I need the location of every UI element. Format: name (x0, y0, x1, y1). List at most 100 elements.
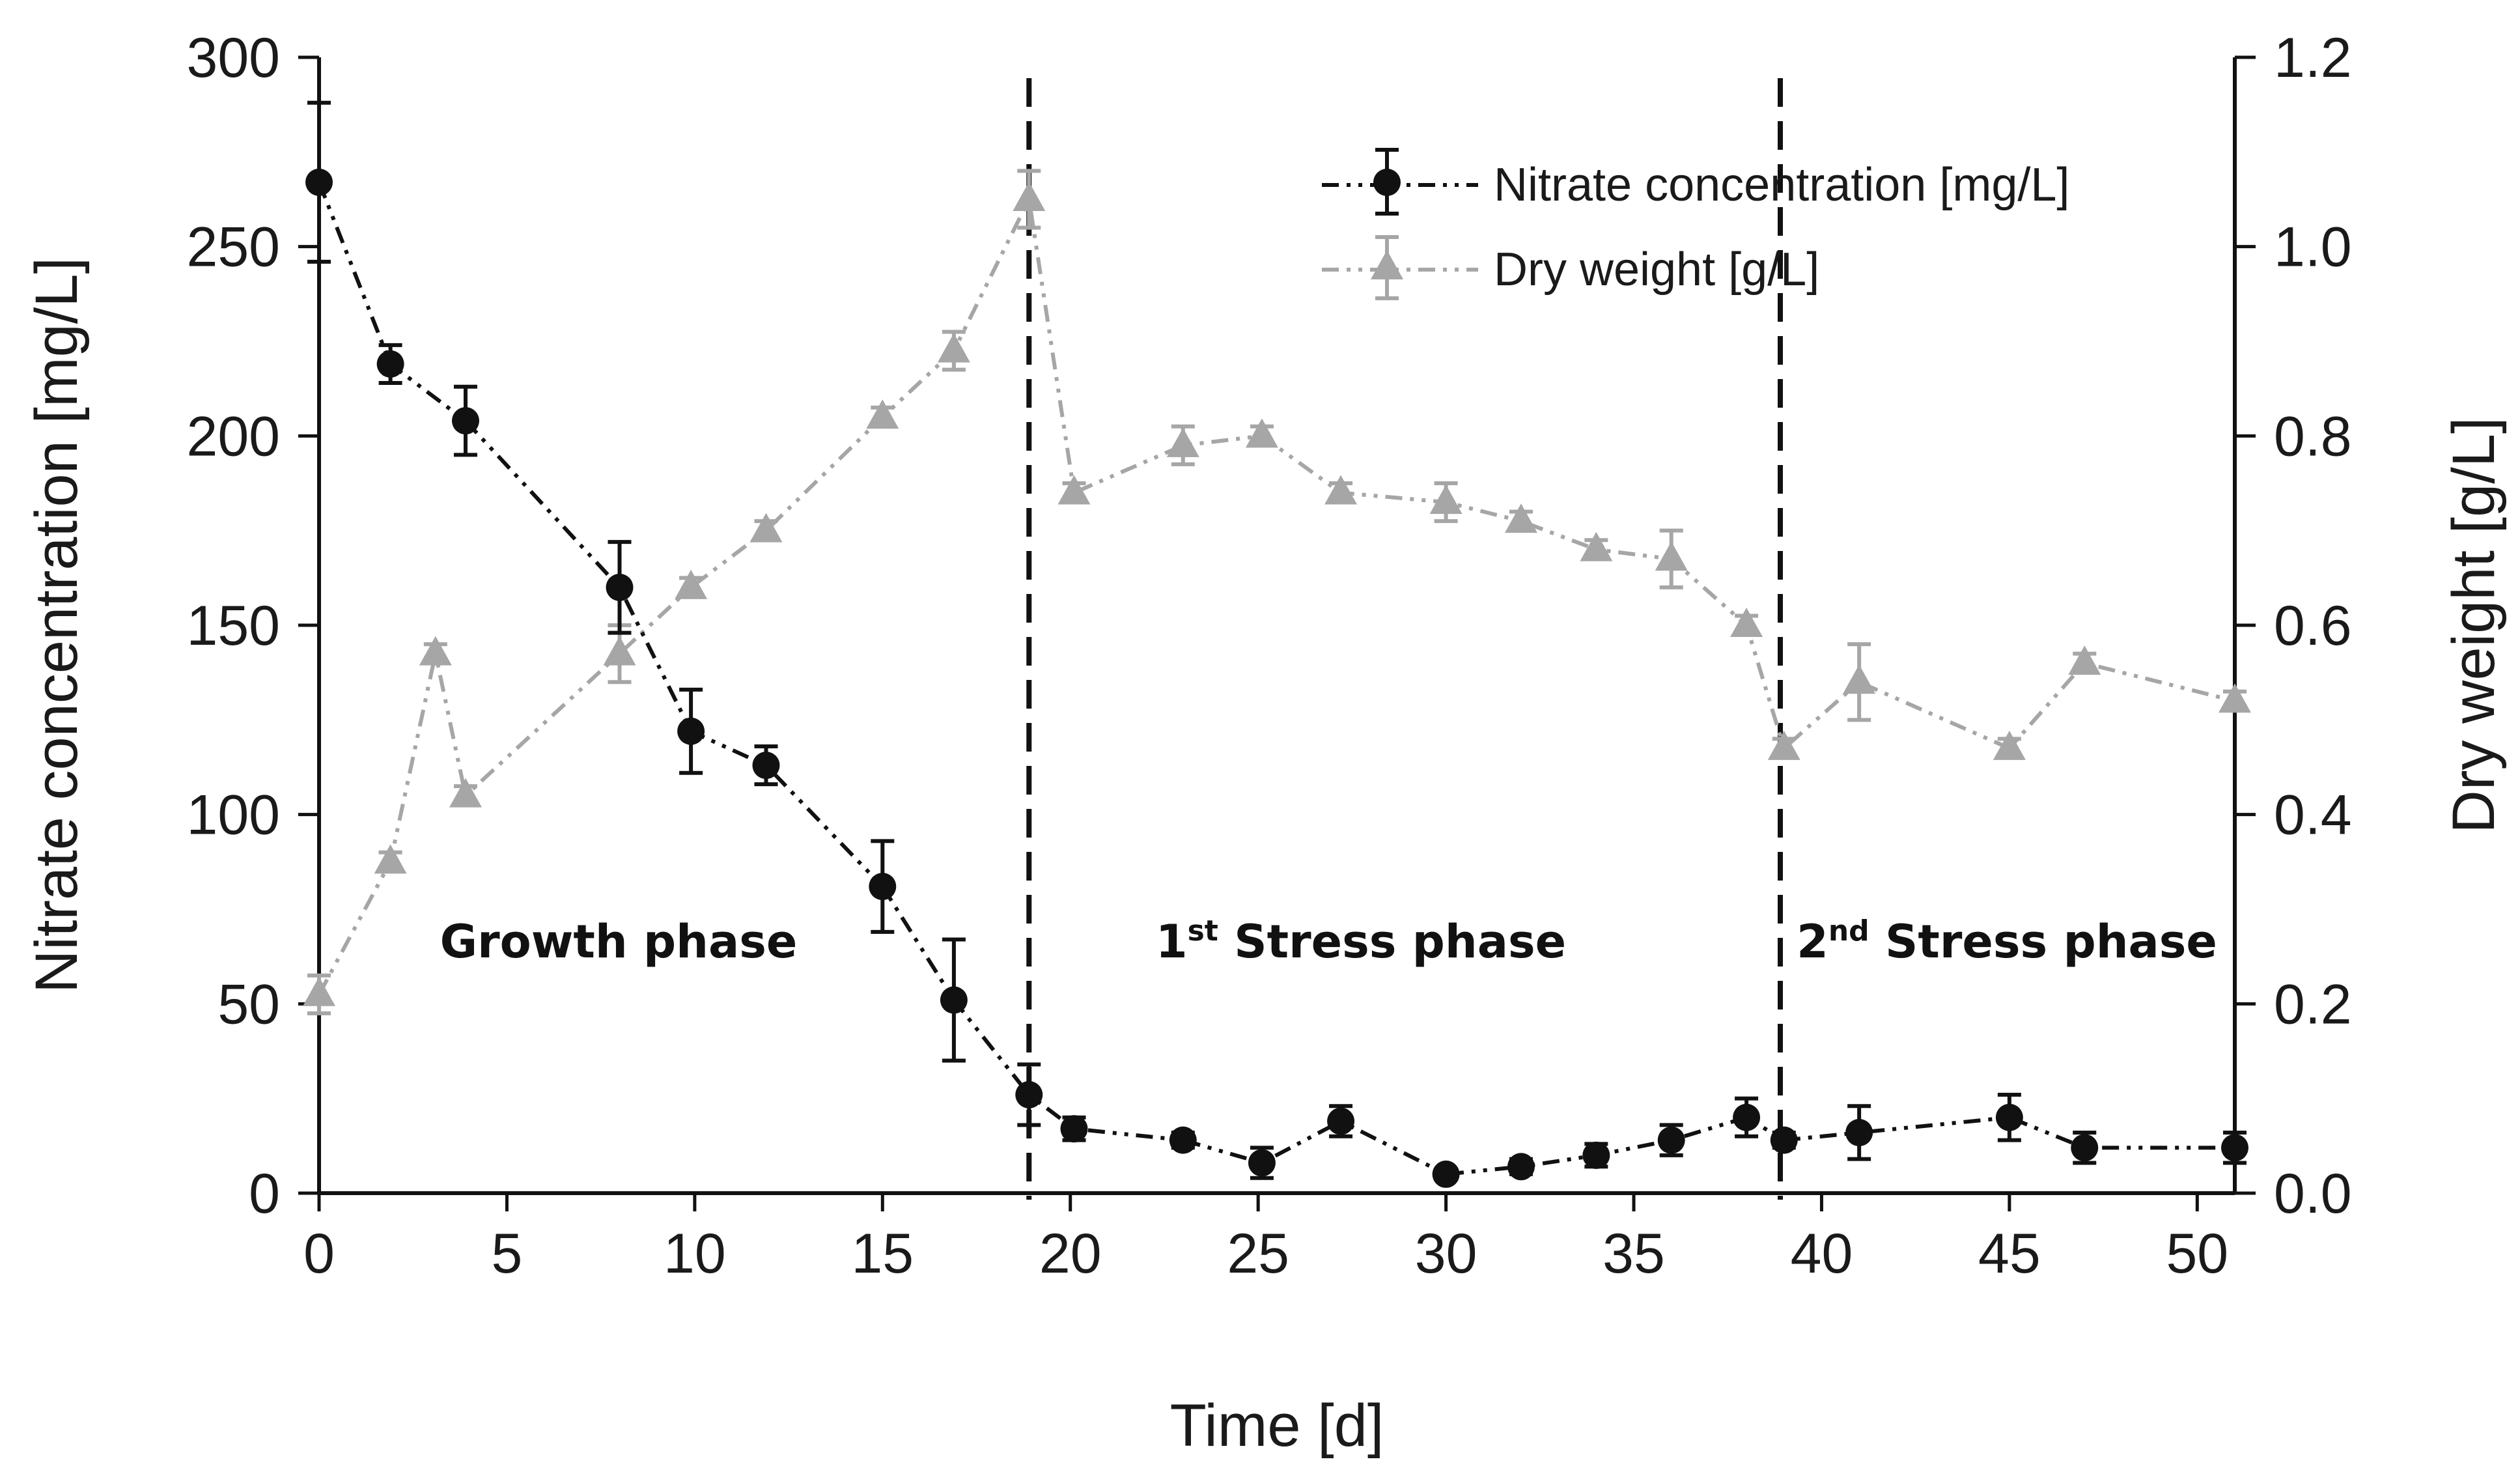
x-tick-label: 20 (1039, 1222, 1102, 1285)
right-y-tick-label: 0.8 (2274, 405, 2352, 468)
phase-label-second-stress: 2nd Stress phase (1797, 914, 2217, 968)
dryweight-point (866, 399, 899, 429)
phase-label-first-stress-text: Stress phase (1218, 915, 1566, 968)
dryweight-point (2219, 683, 2251, 713)
series-nitrate (305, 100, 2248, 1188)
nitrate-point (1015, 1080, 1043, 1108)
dryweight-point (1166, 427, 1199, 457)
tick-labels: 0 5 10 15 20 25 30 35 40 45 50 0 50 100 150 200 250 300 0.… (187, 27, 2352, 1285)
left-y-axis-title: Nitrate concentration [mg/L] (23, 257, 90, 993)
nitrate-point (1582, 1141, 1610, 1169)
dryweight-point (749, 513, 783, 543)
nitrate-point (1327, 1107, 1355, 1135)
legend: Nitrate concentration [mg/L] Dry weight … (1322, 148, 2069, 300)
dryweight-point (1655, 541, 1688, 571)
x-tick-label: 30 (1415, 1222, 1477, 1285)
left-y-tick-label: 250 (187, 216, 281, 279)
dryweight-line (317, 193, 2235, 996)
nitrate-point (940, 986, 968, 1014)
dryweight-point (603, 636, 636, 666)
phase-label-second-stress-text: Stress phase (1869, 915, 2217, 968)
legend-nitrate-marker (1322, 148, 1478, 216)
left-y-tick-label: 100 (187, 784, 281, 847)
dryweight-point (1843, 664, 1876, 694)
nitrate-point (606, 573, 634, 601)
legend-nitrate-point (1373, 169, 1401, 196)
axes (317, 57, 2237, 1195)
legend-dryweight-label: Dry weight [g/L] (1494, 244, 1819, 296)
right-y-tick-label: 0.4 (2274, 784, 2352, 847)
data-series (303, 100, 2251, 1188)
x-tick-label: 35 (1603, 1222, 1665, 1285)
series-dryweight (303, 169, 2251, 1015)
dryweight-point (374, 844, 407, 874)
left-y-tick-label: 0 (249, 1163, 280, 1225)
dryweight-point (1767, 730, 1800, 760)
nitrate-line (317, 181, 2235, 1177)
nitrate-point (1733, 1103, 1761, 1131)
left-y-tick-label: 200 (187, 405, 281, 468)
dryweight-point (1013, 182, 1046, 211)
x-tick-label: 25 (1227, 1222, 1289, 1285)
nitrate-point (1432, 1160, 1460, 1188)
nitrate-point (305, 168, 333, 196)
nitrate-point (869, 873, 897, 901)
dryweight-point (2068, 645, 2101, 675)
nitrate-point (2071, 1134, 2099, 1162)
dryweight-point (1324, 475, 1358, 505)
phase-label-second-stress-number: 2 (1797, 915, 1828, 968)
legend-dryweight-point (1371, 250, 1403, 279)
dryweight-point (1730, 608, 1763, 637)
phase-dividers (1026, 78, 1783, 1200)
phase-labels: Growth phase 1st Stress phase 2nd Stress… (440, 914, 2217, 968)
nitrate-point (1507, 1153, 1535, 1181)
dryweight-point (449, 778, 482, 808)
x-tick-label: 40 (1791, 1222, 1853, 1285)
phase-label-first-stress-suffix: st (1188, 914, 1218, 948)
dryweight-point (1057, 475, 1091, 505)
x-tick-label: 10 (664, 1222, 726, 1285)
phase-label-growth-text: Growth phase (440, 915, 798, 968)
dryweight-point (303, 976, 335, 1006)
dryweight-point (937, 333, 970, 363)
dryweight-point (1429, 485, 1463, 515)
nitrate-point (1248, 1149, 1276, 1177)
nitrate-point (1845, 1118, 1873, 1146)
nitrate-point (376, 350, 404, 378)
phase-label-first-stress: 1st Stress phase (1156, 914, 1566, 968)
legend-nitrate-label: Nitrate concentration [mg/L] (1494, 159, 2069, 211)
nitrate-point (1657, 1126, 1685, 1154)
nitrate-point (1169, 1126, 1197, 1154)
nitrate-point (752, 752, 780, 780)
dryweight-point (1993, 730, 2026, 760)
right-y-tick-label: 0.6 (2274, 595, 2352, 657)
nitrate-point (677, 717, 705, 745)
x-tick-label: 15 (851, 1222, 914, 1285)
left-y-tick-label: 50 (217, 973, 280, 1036)
x-tick-label: 45 (1978, 1222, 2041, 1285)
right-y-tick-label: 1.0 (2274, 216, 2352, 279)
x-axis-title: Time [d] (1170, 1392, 1384, 1459)
phase-label-growth: Growth phase (440, 915, 798, 968)
right-y-tick-label: 0.2 (2274, 973, 2352, 1036)
nitrate-point (1770, 1126, 1798, 1154)
nitrate-point (1060, 1115, 1088, 1143)
nitrate-point (1995, 1103, 2023, 1131)
dryweight-point (1504, 503, 1537, 533)
dryweight-point (419, 636, 452, 666)
right-y-tick-label: 1.2 (2274, 27, 2352, 89)
x-tick-label: 50 (2166, 1222, 2228, 1285)
dryweight-point (1580, 531, 1613, 561)
left-y-tick-label: 150 (187, 595, 281, 657)
right-y-tick-label: 0.0 (2274, 1163, 2352, 1225)
tick-marks (298, 55, 2256, 1211)
right-y-axis-title: Dry weight [g/L] (2441, 417, 2507, 833)
phase-label-second-stress-suffix: nd (1828, 914, 1869, 948)
x-tick-label: 5 (492, 1222, 523, 1285)
legend-dryweight-marker (1322, 235, 1478, 300)
dryweight-point (1245, 418, 1278, 448)
left-y-tick-label: 300 (187, 27, 281, 89)
dryweight-point (675, 569, 708, 599)
nitrate-point (451, 407, 479, 435)
